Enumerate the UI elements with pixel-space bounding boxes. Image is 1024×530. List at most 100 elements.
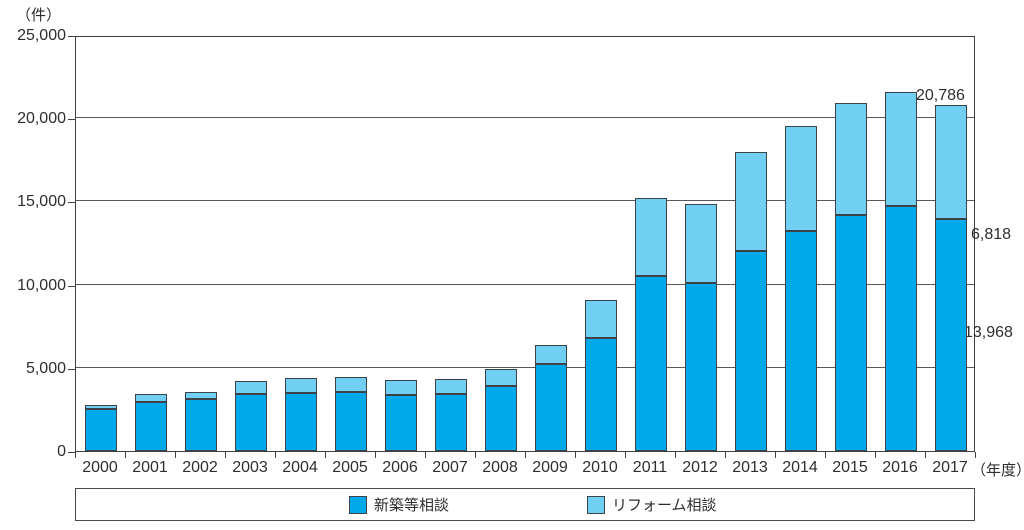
x-tick-mark: [375, 452, 376, 458]
y-tick-mark: [68, 119, 75, 121]
x-tick-mark: [425, 452, 426, 458]
x-tick-mark: [75, 452, 76, 458]
x-tick-label: 2011: [632, 459, 668, 476]
bar-2004-new-construction: [285, 392, 317, 451]
bar-2005-reform: [335, 376, 367, 392]
x-tick-mark: [525, 452, 526, 458]
chart-legend: 新築等相談 リフォーム相談: [75, 488, 975, 521]
bar-2000-reform: [85, 405, 117, 410]
bar-2015-new-construction: [835, 214, 867, 451]
bar-2010-reform: [585, 299, 617, 338]
bar-2007-reform: [435, 378, 467, 395]
bar-2005-new-construction: [335, 391, 367, 451]
x-tick-mark: [775, 452, 776, 458]
bar-2008-reform: [485, 369, 517, 387]
x-tick-mark: [475, 452, 476, 458]
x-tick-label: 2010: [582, 459, 618, 476]
x-tick-mark: [725, 452, 726, 458]
bar-2004-reform: [285, 377, 317, 393]
bar-2010-new-construction: [585, 337, 617, 451]
x-tick-mark: [225, 452, 226, 458]
x-tick-mark: [575, 452, 576, 458]
annotation-reform-2017: 6,818: [971, 226, 1012, 243]
legend-item-new-construction: 新築等相談: [349, 489, 449, 520]
bar-2012-reform: [685, 203, 717, 283]
x-tick-label: 2006: [382, 459, 418, 476]
bar-2017-reform: [935, 105, 967, 219]
bar-2013-new-construction: [735, 251, 767, 451]
bar-2015-reform: [835, 103, 867, 215]
bar-2009-reform: [535, 344, 567, 365]
legend-label-reform: リフォーム相談: [612, 497, 717, 514]
x-tick-mark: [875, 452, 876, 458]
x-tick-label: 2008: [482, 459, 518, 476]
gridline: [76, 200, 974, 202]
x-tick-label: 2002: [182, 459, 218, 476]
x-tick-mark: [275, 452, 276, 458]
x-tick-label: 2012: [682, 459, 718, 476]
bar-2016-reform: [885, 91, 917, 206]
y-tick-mark: [68, 368, 75, 370]
x-tick-label: 2015: [832, 459, 868, 476]
bar-2001-reform: [135, 394, 167, 402]
bar-2006-new-construction: [385, 395, 417, 451]
y-tick-label: 20,000: [17, 110, 66, 128]
bar-2009-new-construction: [535, 364, 567, 451]
y-tick-mark: [68, 36, 75, 37]
bar-2002-reform: [185, 391, 217, 400]
gridline: [76, 283, 974, 285]
x-tick-label: 2013: [732, 459, 768, 476]
gridline: [76, 366, 974, 368]
x-tick-mark: [975, 452, 976, 458]
bar-2006-reform: [385, 380, 417, 396]
bar-2002-new-construction: [185, 399, 217, 451]
x-tick-label: 2017: [932, 459, 968, 476]
y-tick-label: 10,000: [17, 276, 66, 294]
x-tick-label: 2003: [232, 459, 268, 476]
y-tick-mark: [68, 285, 75, 287]
bar-2003-reform: [235, 381, 267, 395]
x-tick-mark: [175, 452, 176, 458]
x-tick-mark: [325, 452, 326, 458]
legend-label-new-construction: 新築等相談: [374, 497, 450, 514]
x-tick-mark: [675, 452, 676, 458]
bar-2008-new-construction: [485, 386, 517, 451]
plot-area: [75, 36, 975, 452]
y-tick-mark: [68, 202, 75, 204]
x-tick-label: 2007: [432, 459, 468, 476]
x-axis-unit-label: （年度）: [971, 462, 1024, 479]
y-axis-unit-label: （件）: [16, 7, 62, 24]
x-tick-mark: [625, 452, 626, 458]
bar-2016-new-construction: [885, 205, 917, 451]
x-tick-mark: [825, 452, 826, 458]
legend-item-reform: リフォーム相談: [587, 489, 717, 520]
bar-2011-new-construction: [635, 276, 667, 451]
annotation-total-2017: 20,786: [916, 87, 965, 104]
bar-2012-new-construction: [685, 282, 717, 451]
y-tick-label: 15,000: [17, 193, 66, 211]
y-tick-mark: [68, 452, 75, 453]
x-tick-label: 2004: [282, 459, 318, 476]
x-tick-label: 2000: [82, 459, 118, 476]
y-tick-label: 5,000: [25, 359, 66, 377]
x-tick-label: 2001: [132, 459, 168, 476]
bar-2000-new-construction: [85, 409, 117, 451]
x-tick-label: 2014: [782, 459, 818, 476]
bar-2003-new-construction: [235, 394, 267, 451]
bar-2011-reform: [635, 198, 667, 277]
x-tick-label: 2005: [332, 459, 368, 476]
y-tick-label: 25,000: [17, 27, 66, 44]
bar-2001-new-construction: [135, 401, 167, 451]
gridline: [76, 117, 974, 119]
bar-2014-reform: [785, 125, 817, 232]
bar-2014-new-construction: [785, 231, 817, 451]
x-tick-label: 2016: [882, 459, 918, 476]
x-tick-mark: [125, 452, 126, 458]
y-tick-label: 0: [57, 443, 66, 460]
bar-2017-new-construction: [935, 218, 967, 451]
x-tick-label: 2009: [532, 459, 568, 476]
x-tick-mark: [925, 452, 926, 458]
bar-2013-reform: [735, 151, 767, 252]
legend-swatch-new-construction: [349, 495, 367, 514]
